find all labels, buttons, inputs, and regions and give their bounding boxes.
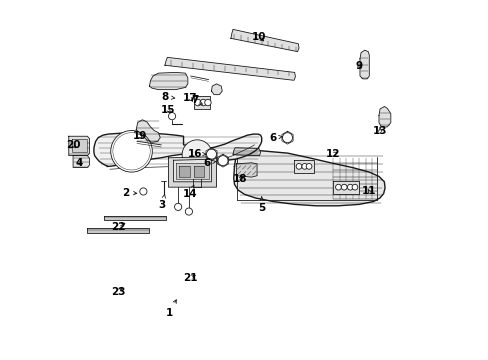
Circle shape xyxy=(346,184,352,190)
Polygon shape xyxy=(87,228,149,233)
Text: 8: 8 xyxy=(161,92,174,102)
Circle shape xyxy=(351,184,357,190)
Polygon shape xyxy=(293,160,314,173)
Polygon shape xyxy=(168,157,216,187)
Circle shape xyxy=(110,131,152,172)
Text: 15: 15 xyxy=(161,105,175,115)
Text: 5: 5 xyxy=(258,197,265,213)
Circle shape xyxy=(140,188,147,195)
Text: 19: 19 xyxy=(132,131,147,141)
Text: 17: 17 xyxy=(183,93,197,103)
Text: 21: 21 xyxy=(183,273,197,283)
Polygon shape xyxy=(233,150,384,206)
Circle shape xyxy=(335,184,341,190)
Polygon shape xyxy=(69,136,89,156)
Polygon shape xyxy=(211,84,222,95)
Text: 10: 10 xyxy=(251,32,265,42)
Circle shape xyxy=(341,184,346,190)
Text: 23: 23 xyxy=(111,287,125,297)
Polygon shape xyxy=(233,148,260,156)
Polygon shape xyxy=(359,50,368,79)
Polygon shape xyxy=(179,166,190,177)
Circle shape xyxy=(182,140,212,170)
Circle shape xyxy=(200,99,206,106)
Polygon shape xyxy=(94,133,261,166)
Circle shape xyxy=(168,113,175,120)
Text: 14: 14 xyxy=(183,185,197,199)
Polygon shape xyxy=(173,159,211,182)
Circle shape xyxy=(301,163,307,169)
Polygon shape xyxy=(176,163,208,179)
Circle shape xyxy=(282,133,292,143)
Text: 4: 4 xyxy=(75,158,82,168)
Circle shape xyxy=(113,133,150,170)
Text: 6: 6 xyxy=(269,133,282,143)
Circle shape xyxy=(305,163,311,169)
Circle shape xyxy=(204,99,211,106)
Text: 3: 3 xyxy=(158,194,165,210)
Circle shape xyxy=(206,149,216,159)
Text: 1: 1 xyxy=(165,300,176,318)
Text: 7: 7 xyxy=(191,95,202,105)
Circle shape xyxy=(218,156,227,166)
Polygon shape xyxy=(104,216,165,220)
Circle shape xyxy=(174,203,182,211)
Circle shape xyxy=(185,208,192,215)
Polygon shape xyxy=(164,57,295,80)
Text: 6: 6 xyxy=(203,158,216,168)
Text: 20: 20 xyxy=(66,140,80,150)
Polygon shape xyxy=(72,139,86,152)
Polygon shape xyxy=(136,120,160,142)
Text: 22: 22 xyxy=(111,222,125,232)
Circle shape xyxy=(296,163,301,169)
Polygon shape xyxy=(73,156,89,167)
Text: 2: 2 xyxy=(122,188,137,198)
Text: 18: 18 xyxy=(232,174,247,184)
Polygon shape xyxy=(193,96,210,109)
Polygon shape xyxy=(236,163,257,177)
Polygon shape xyxy=(378,107,390,127)
Polygon shape xyxy=(333,181,358,194)
Polygon shape xyxy=(230,30,298,51)
Text: 9: 9 xyxy=(355,61,362,71)
Text: 12: 12 xyxy=(325,149,340,159)
Text: 13: 13 xyxy=(372,126,386,135)
Text: 16: 16 xyxy=(187,149,205,159)
Polygon shape xyxy=(193,166,204,177)
Circle shape xyxy=(194,99,201,106)
Text: 11: 11 xyxy=(361,186,376,197)
Polygon shape xyxy=(149,72,187,90)
